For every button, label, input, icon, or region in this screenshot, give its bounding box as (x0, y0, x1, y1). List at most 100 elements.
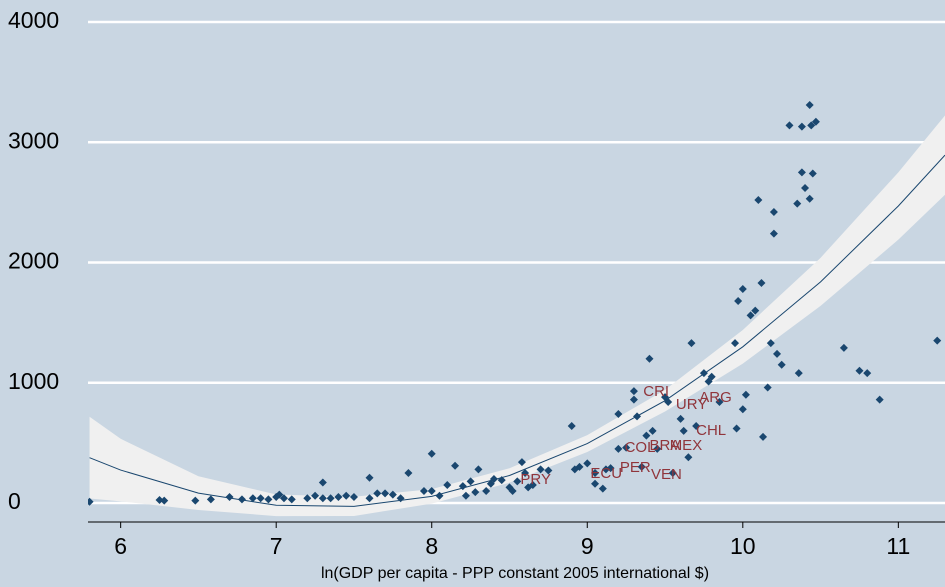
data-point (732, 424, 741, 433)
data-point (622, 443, 631, 452)
data-point (797, 168, 806, 177)
data-point (769, 229, 778, 238)
data-point (785, 121, 794, 130)
data-point (648, 426, 657, 435)
data-point (754, 195, 763, 204)
data-point (687, 339, 696, 348)
data-point (699, 369, 708, 378)
data-point (692, 422, 701, 431)
data-point (466, 477, 475, 486)
data-point (237, 495, 246, 504)
data-point (707, 372, 716, 381)
data-point (461, 491, 470, 500)
fit-confidence-band (89, 115, 945, 517)
point-annotation: MEX (670, 437, 703, 454)
data-point (365, 494, 374, 503)
data-point (668, 468, 677, 477)
x-tick-label: 10 (730, 533, 756, 559)
y-tick-label: 4000 (8, 7, 59, 33)
data-point (474, 465, 483, 474)
data-point (427, 449, 436, 458)
data-point (629, 395, 638, 404)
point-annotation: COL (625, 439, 656, 456)
data-point (458, 482, 467, 491)
data-point (427, 486, 436, 495)
data-point (763, 383, 772, 392)
x-tick-label: 6 (114, 533, 127, 559)
data-point (191, 496, 200, 505)
data-point (451, 461, 460, 470)
data-point (160, 496, 169, 505)
y-tick-label: 2000 (8, 248, 59, 274)
data-point (633, 412, 642, 421)
data-point (773, 349, 782, 358)
data-point (256, 494, 265, 503)
data-point (591, 468, 600, 477)
data-point (303, 494, 312, 503)
data-point (731, 339, 740, 348)
data-point (863, 369, 872, 378)
data-point (769, 207, 778, 216)
data-point (567, 422, 576, 431)
data-point (777, 360, 786, 369)
data-point (684, 453, 693, 462)
grid (88, 20, 945, 505)
data-point (225, 492, 234, 501)
data-point (741, 390, 750, 399)
data-point (591, 479, 600, 488)
data-point (855, 366, 864, 375)
data-point (759, 432, 768, 441)
data-point (497, 476, 506, 485)
data-point (598, 484, 607, 493)
data-point (807, 121, 816, 130)
data-point (513, 477, 522, 486)
y-tick-label: 3000 (8, 127, 59, 153)
point-annotation: ECU (590, 465, 622, 482)
data-point (206, 495, 215, 504)
data-point (388, 490, 397, 499)
data-point (528, 480, 537, 489)
data-point (797, 122, 806, 131)
data-point (575, 462, 584, 471)
data-point (583, 459, 592, 468)
y-tick-label: 1000 (8, 368, 59, 394)
data-point (734, 296, 743, 305)
data-point (536, 465, 545, 474)
data-point (645, 354, 654, 363)
point-annotation: CRI (643, 383, 669, 400)
x-tick-label: 7 (270, 533, 283, 559)
point-annotation: PRY (520, 471, 551, 488)
data-point (287, 495, 296, 504)
data-point (794, 369, 803, 378)
data-point (489, 474, 498, 483)
data-point (811, 117, 820, 126)
data-point (443, 480, 452, 489)
y-tick-label: 0 (8, 488, 21, 514)
data-point (349, 492, 358, 501)
data-point (342, 491, 351, 500)
data-point (766, 339, 775, 348)
data-point (614, 410, 623, 419)
data-point (933, 336, 942, 345)
data-point (544, 466, 553, 475)
data-point (642, 431, 651, 440)
x-tick-label: 9 (581, 533, 594, 559)
data-point (676, 414, 685, 423)
data-point (419, 486, 428, 495)
x-tick-label: 8 (425, 533, 438, 559)
data-point (606, 464, 615, 473)
x-tick-label: 11 (886, 533, 910, 559)
fit-line (89, 154, 945, 507)
data-point (614, 444, 623, 453)
data-point (381, 489, 390, 498)
data-point (318, 494, 327, 503)
data-point (738, 284, 747, 293)
data-point (318, 478, 327, 487)
data-point (279, 494, 288, 503)
data-point (793, 199, 802, 208)
data-point (801, 183, 810, 192)
data-point (664, 397, 673, 406)
data-point (715, 397, 724, 406)
point-annotation: URY (676, 396, 707, 413)
